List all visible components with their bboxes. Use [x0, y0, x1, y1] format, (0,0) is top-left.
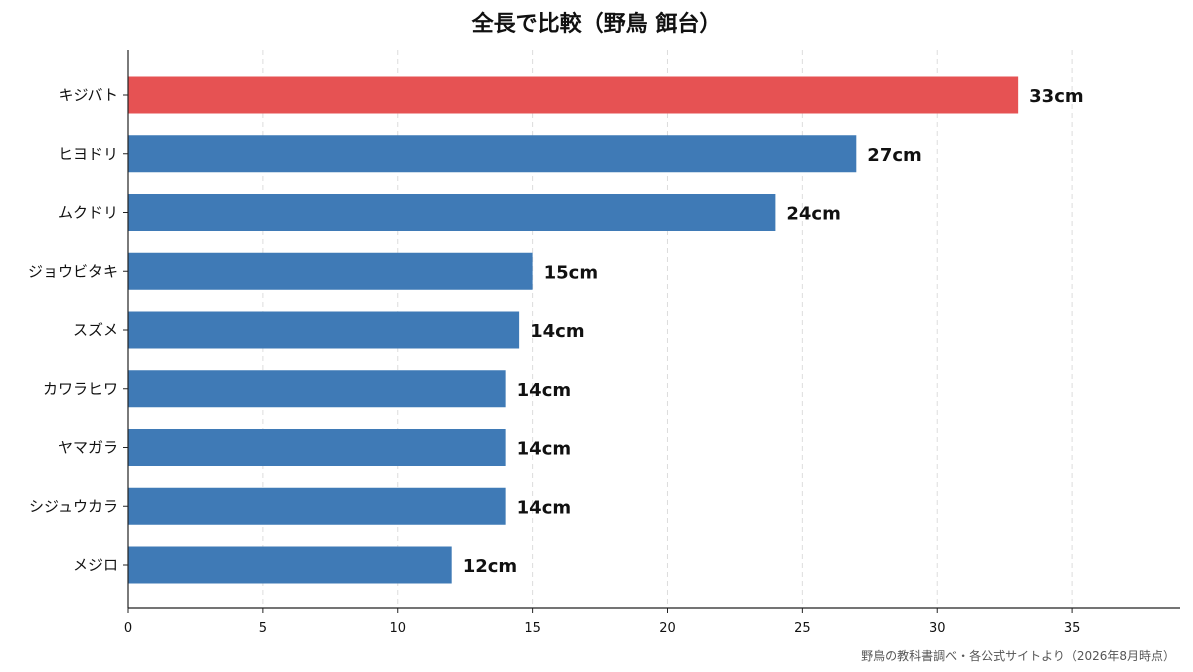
data-label: 15cm — [544, 262, 598, 283]
category-label: ムクドリ — [58, 204, 118, 222]
x-tick-label: 5 — [259, 621, 267, 636]
category-label: カワラヒワ — [43, 380, 118, 398]
x-tick-label: 20 — [659, 621, 676, 636]
bar — [128, 311, 520, 349]
category-label: シジュウカラ — [29, 497, 118, 515]
category-label: ヤマガラ — [58, 439, 118, 457]
category-label: ジョウビタキ — [28, 262, 118, 280]
data-label: 33cm — [1029, 86, 1083, 107]
data-label: 14cm — [517, 497, 571, 518]
axes: 0 5 10 15 20 25 30 35 — [123, 50, 1180, 636]
bar — [128, 76, 1019, 114]
category-label: メジロ — [73, 556, 118, 574]
data-label: 12cm — [463, 556, 517, 577]
bar — [128, 370, 506, 408]
bar — [128, 194, 776, 231]
data-label: 27cm — [867, 145, 921, 166]
data-label: 14cm — [530, 321, 584, 342]
bar — [128, 429, 506, 466]
category-label: スズメ — [73, 321, 118, 339]
x-tick-label: 10 — [389, 621, 406, 636]
labels: キジバト 33cm ヒヨドリ 27cm ムクドリ 24cm ジョウビタキ 15cm スズメ 14c… — [28, 86, 1084, 577]
data-label: 14cm — [517, 439, 571, 460]
source-note: 野鳥の教科書調べ・各公式サイトより（2026年8月時点） — [861, 649, 1175, 663]
bar — [128, 487, 506, 525]
category-label: ヒヨドリ — [58, 145, 118, 163]
bar — [128, 252, 533, 290]
bar — [128, 546, 452, 584]
x-tick-label: 30 — [929, 621, 946, 636]
chart-title: 全長で比較（野鳥 餌台） — [471, 12, 722, 37]
x-tick-label: 35 — [1064, 621, 1081, 636]
bars — [128, 76, 1019, 584]
x-tick-label: 15 — [524, 621, 541, 636]
bar — [128, 135, 857, 173]
category-label: キジバト — [58, 86, 118, 104]
x-tick-label: 25 — [794, 621, 811, 636]
data-label: 24cm — [786, 204, 840, 225]
x-tick-label: 0 — [124, 621, 132, 636]
data-label: 14cm — [517, 380, 571, 401]
